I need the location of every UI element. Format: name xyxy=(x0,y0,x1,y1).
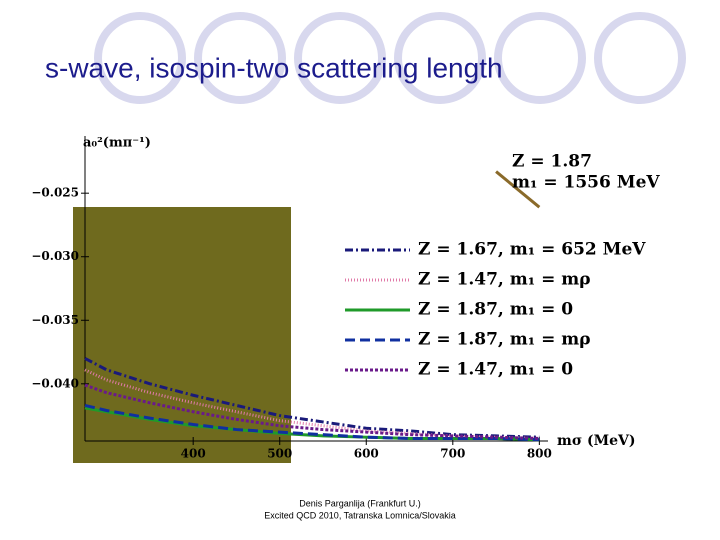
background-block xyxy=(73,207,291,463)
x-axis-label: mσ (MeV) xyxy=(557,433,636,449)
x-tick-label: 800 xyxy=(527,447,552,461)
y-tick-label: −0.025 xyxy=(31,186,79,200)
legend-label: Z = 1.47, m₁ = 0 xyxy=(418,360,573,380)
x-tick-label: 600 xyxy=(354,447,379,461)
slide-title: s-wave, isospin-two scattering length xyxy=(45,52,503,83)
series-line xyxy=(84,403,540,442)
y-tick-label: −0.035 xyxy=(31,313,79,327)
series-line xyxy=(84,383,540,440)
x-tick-label: 400 xyxy=(181,447,206,461)
legend-label: Z = 1.67, m₁ = 652 MeV xyxy=(418,240,646,260)
y-axis-label: a₀²(mπ⁻¹) xyxy=(83,136,151,151)
legend-label: Z = 1.87, m₁ = mρ xyxy=(418,330,591,350)
curve-annotation: m₁ = 1556 MeV xyxy=(512,173,660,193)
series-line xyxy=(495,170,541,209)
legend-label: Z = 1.87, m₁ = 0 xyxy=(418,300,573,320)
title-decoration xyxy=(94,12,686,104)
footer-line: Denis Parganlija (Frankfurt U.) xyxy=(299,498,421,508)
footer-line: Excited QCD 2010, Tatranska Lomnica/Slov… xyxy=(264,510,455,520)
legend-label: Z = 1.47, m₁ = mρ xyxy=(418,270,591,290)
y-tick-label: −0.030 xyxy=(31,249,79,263)
curve-annotation: Z = 1.87 xyxy=(512,152,592,172)
y-tick-label: −0.040 xyxy=(31,376,79,390)
x-tick-label: 700 xyxy=(440,447,465,461)
x-tick-label: 500 xyxy=(267,447,292,461)
series-line xyxy=(84,357,540,439)
